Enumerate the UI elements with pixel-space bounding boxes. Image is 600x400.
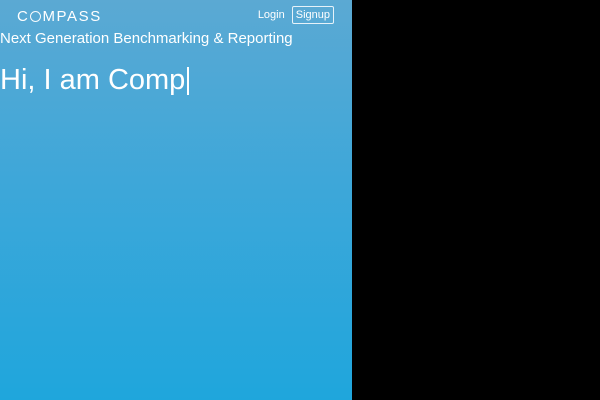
signup-button[interactable]: Signup xyxy=(291,6,334,24)
page-viewport: C MPASS Login Signup Next Generation Benc… xyxy=(0,0,352,400)
top-nav: Login Signup xyxy=(256,6,334,24)
hero-typed-text: Hi, I am Comp xyxy=(0,64,186,96)
logo-letters-rest: MPASS xyxy=(42,7,102,25)
typing-caret xyxy=(187,66,189,95)
compass-ring-icon xyxy=(30,10,42,22)
hero-heading: Hi, I am Comp xyxy=(0,64,189,97)
logo-wordmark: C MPASS xyxy=(17,8,102,25)
login-link[interactable]: Login xyxy=(257,9,285,21)
logo-letter-c: C xyxy=(17,7,30,25)
compass-logo[interactable]: C MPASS xyxy=(17,7,102,25)
tagline: Next Generation Benchmarking & Reporting xyxy=(0,30,293,47)
